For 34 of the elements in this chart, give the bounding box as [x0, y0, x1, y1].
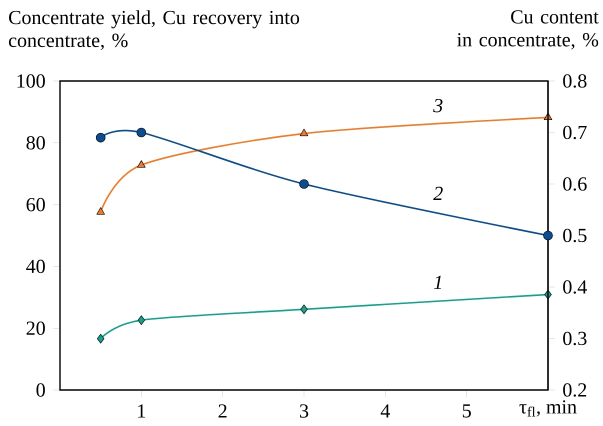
x-axis-title: τ$_{fl}$, min [519, 400, 577, 416]
y-tick-label: 80 [26, 136, 45, 150]
y2-tick-label: 0.3 [563, 332, 586, 346]
x-tick-label: 4 [380, 404, 390, 418]
y-axis-title: Concentrate yield, Cu recovery into concentrate, % [8, 10, 300, 50]
series-label: 3 [433, 98, 442, 112]
series-label: 2 [433, 186, 443, 200]
x-tick-label: 3 [300, 404, 308, 418]
y-tick-label: 40 [26, 260, 45, 274]
point [137, 160, 146, 168]
y2-tick-label: 0.7 [563, 126, 587, 140]
point [300, 128, 308, 136]
point [300, 304, 308, 314]
y-tick-label: 60 [26, 198, 45, 212]
point [97, 334, 104, 344]
point [96, 132, 106, 142]
y2-axis-title: Cu content in concentrate, % [457, 10, 599, 50]
point [299, 179, 309, 189]
y2-tick-label: 0.4 [563, 280, 587, 294]
point [136, 128, 146, 138]
point [543, 230, 553, 240]
x-tick-label: 1 [138, 404, 146, 418]
y-tick-label: 20 [26, 321, 45, 335]
y2-tick-label: 0.2 [563, 383, 586, 397]
point [96, 207, 105, 215]
x-tick-label: 2 [218, 404, 227, 418]
y2-tick-label: 0.8 [563, 74, 586, 88]
y-tick-label: 100 [18, 74, 45, 88]
point [138, 315, 146, 325]
y-tick-label: 0 [36, 383, 45, 397]
y2-tick-label: 0.5 [563, 228, 586, 242]
series-label: 1 [434, 276, 442, 289]
x-tick-label: 5 [462, 404, 471, 418]
y2-tick-label: 0.6 [563, 177, 587, 191]
